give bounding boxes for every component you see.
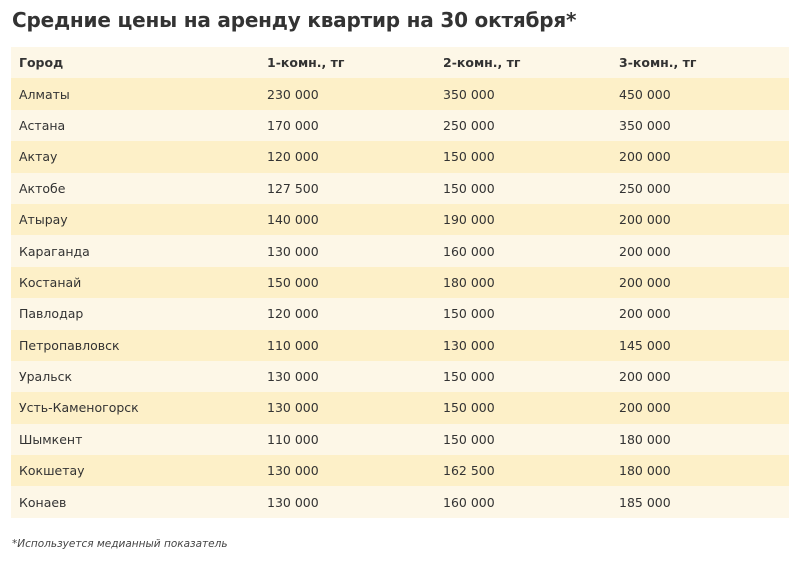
table-row: Алматы 230 000 350 000 450 000 [11, 78, 789, 110]
price-1-room-cell: 110 000 [267, 431, 319, 447]
price-2-room-cell: 150 000 [443, 306, 495, 322]
city-cell: Уральск [19, 369, 72, 385]
price-2-room-cell: 150 000 [443, 369, 495, 385]
table-row: Астана 170 000 250 000 350 000 [11, 109, 789, 142]
table-row: Шымкент 110 000 150 000 180 000 [11, 423, 789, 456]
city-cell: Караганда [19, 243, 90, 259]
price-2-room-cell: 150 000 [443, 149, 495, 165]
price-1-room-cell: 130 000 [267, 400, 319, 416]
city-cell: Актобе [19, 180, 66, 196]
city-cell: Кокшетау [19, 463, 85, 479]
table-row: Уральск 130 000 150 000 200 000 [11, 360, 789, 393]
table-row: Конаев 130 000 160 000 185 000 [11, 486, 789, 518]
price-2-room-cell: 160 000 [443, 494, 495, 510]
city-cell: Алматы [19, 86, 70, 102]
price-2-room-cell: 150 000 [443, 180, 495, 196]
table-row: Актобе 127 500 150 000 250 000 [11, 172, 789, 204]
price-3-room-cell: 200 000 [619, 306, 671, 322]
price-1-room-cell: 130 000 [267, 494, 319, 510]
price-1-room-cell: 120 000 [267, 149, 319, 165]
price-1-room-cell: 110 000 [267, 337, 319, 353]
price-3-room-cell: 450 000 [619, 86, 671, 102]
price-1-room-cell: 130 000 [267, 369, 319, 385]
price-1-room-cell: 127 500 [267, 180, 319, 196]
header-3-room: 3-комн., тг [619, 55, 697, 71]
table-row: Актау 120 000 150 000 200 000 [11, 141, 789, 173]
price-2-room-cell: 180 000 [443, 274, 495, 290]
price-3-room-cell: 185 000 [619, 494, 671, 510]
table-row: Костанай 150 000 180 000 200 000 [11, 266, 789, 299]
city-cell: Астана [19, 117, 66, 133]
table-row: Атырау 140 000 190 000 200 000 [11, 203, 789, 236]
city-cell: Актау [19, 149, 58, 165]
table-row: Павлодар 120 000 150 000 200 000 [11, 298, 789, 330]
price-1-room-cell: 230 000 [267, 86, 319, 102]
city-cell: Костанай [19, 274, 82, 290]
price-3-room-cell: 200 000 [619, 274, 671, 290]
price-1-room-cell: 130 000 [267, 463, 319, 479]
city-cell: Усть-Каменогорск [19, 400, 139, 416]
price-3-room-cell: 200 000 [619, 243, 671, 259]
table-row: Кокшетау 130 000 162 500 180 000 [11, 455, 789, 487]
price-3-room-cell: 200 000 [619, 400, 671, 416]
price-2-room-cell: 250 000 [443, 117, 495, 133]
price-3-room-cell: 145 000 [619, 337, 671, 353]
price-1-room-cell: 150 000 [267, 274, 319, 290]
city-cell: Павлодар [19, 306, 84, 322]
header-2-room: 2-комн., тг [443, 55, 521, 71]
price-2-room-cell: 350 000 [443, 86, 495, 102]
table-header-row: Город 1-комн., тг 2-комн., тг 3-комн., т… [11, 47, 789, 79]
header-1-room: 1-комн., тг [267, 55, 345, 71]
price-3-room-cell: 200 000 [619, 212, 671, 228]
city-cell: Шымкент [19, 431, 83, 447]
page-title: Средние цены на аренду квартир на 30 окт… [12, 8, 577, 32]
price-2-room-cell: 160 000 [443, 243, 495, 259]
footnote: *Используется медианный показатель [12, 538, 228, 550]
price-3-room-cell: 200 000 [619, 369, 671, 385]
rent-prices-table: Город 1-комн., тг 2-комн., тг 3-комн., т… [11, 47, 789, 518]
price-1-room-cell: 120 000 [267, 306, 319, 322]
table-row: Усть-Каменогорск 130 000 150 000 200 000 [11, 392, 789, 424]
price-1-room-cell: 130 000 [267, 243, 319, 259]
price-2-room-cell: 190 000 [443, 212, 495, 228]
header-city: Город [19, 55, 64, 71]
table-row: Петропавловск 110 000 130 000 145 000 [11, 329, 789, 361]
price-2-room-cell: 130 000 [443, 337, 495, 353]
price-1-room-cell: 170 000 [267, 117, 319, 133]
city-cell: Петропавловск [19, 337, 120, 353]
table-row: Караганда 130 000 160 000 200 000 [11, 235, 789, 267]
city-cell: Конаев [19, 494, 67, 510]
price-2-room-cell: 162 500 [443, 463, 495, 479]
price-3-room-cell: 200 000 [619, 149, 671, 165]
price-3-room-cell: 180 000 [619, 463, 671, 479]
price-1-room-cell: 140 000 [267, 212, 319, 228]
price-3-room-cell: 250 000 [619, 180, 671, 196]
price-2-room-cell: 150 000 [443, 431, 495, 447]
price-3-room-cell: 350 000 [619, 117, 671, 133]
price-3-room-cell: 180 000 [619, 431, 671, 447]
city-cell: Атырау [19, 212, 68, 228]
price-2-room-cell: 150 000 [443, 400, 495, 416]
